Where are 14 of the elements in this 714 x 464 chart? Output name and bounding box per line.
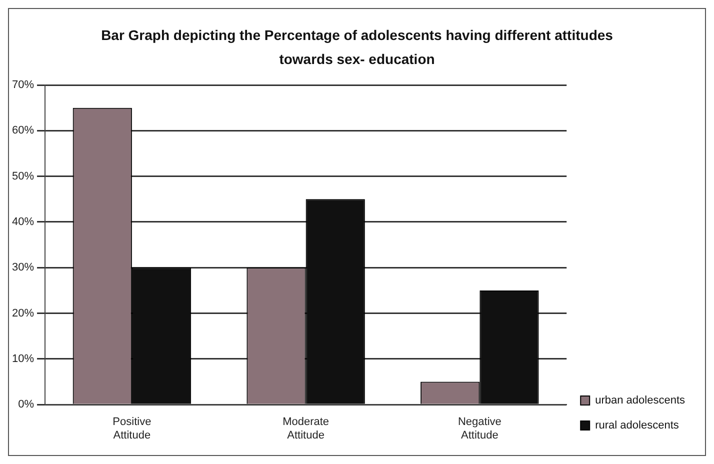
- y-tick-label: 40%: [12, 216, 34, 228]
- y-tick-label: 10%: [12, 352, 34, 365]
- x-tick-label: Negative Attitude: [458, 416, 502, 442]
- legend-label: urban adolescents: [595, 394, 686, 407]
- x-tick-label: Positive Attitude: [112, 416, 152, 442]
- y-tick-label: 30%: [12, 262, 34, 274]
- y-tick-label: 0%: [18, 398, 34, 411]
- y-tick-label: 50%: [12, 170, 34, 182]
- y-tick-label: 70%: [12, 79, 34, 92]
- y-tick-label: 20%: [12, 307, 34, 320]
- x-tick-label: Moderate Attitude: [282, 416, 330, 442]
- legend-label: rural adolescents: [595, 420, 680, 432]
- y-tick-label: 60%: [12, 124, 34, 137]
- chart-title: Bar Graph depicting the Percentage of adolescents having different attitudes towards sex- education: [100, 26, 614, 69]
